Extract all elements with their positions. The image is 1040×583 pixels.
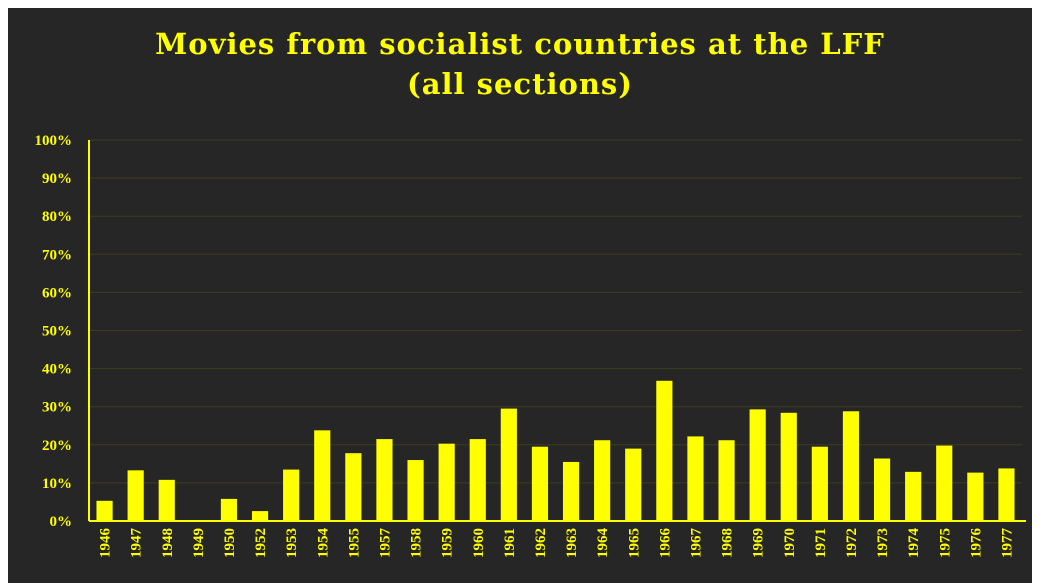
- x-tick-label: 1962: [533, 528, 549, 558]
- bar-1966: [656, 380, 673, 521]
- x-tick-label: 1946: [98, 528, 114, 559]
- bar-1952: [251, 511, 269, 521]
- bar-1963: [562, 461, 580, 521]
- bar-1974: [905, 471, 922, 521]
- bar-1976: [967, 472, 984, 521]
- x-tick-label: 1955: [346, 528, 362, 558]
- bar-1955: [345, 453, 362, 521]
- x-tick-label: 1960: [471, 528, 487, 558]
- x-tick-label: 1974: [906, 528, 922, 559]
- bar-1954: [314, 430, 331, 521]
- x-tick-label: 1972: [844, 528, 860, 558]
- y-tick-label: 30%: [42, 400, 72, 416]
- x-tick-label: 1961: [502, 528, 518, 558]
- y-tick-label: 0%: [50, 514, 73, 530]
- x-tick-label: 1953: [284, 528, 300, 558]
- x-tick-label: 1975: [937, 528, 953, 558]
- x-tick-label: 1965: [626, 528, 642, 558]
- y-tick-label: 90%: [42, 171, 72, 187]
- bar-1964: [594, 440, 611, 521]
- bar-1953: [283, 469, 300, 521]
- bar-1958: [407, 460, 424, 521]
- x-tick-label: 1947: [129, 528, 145, 559]
- y-tick-label: 60%: [42, 285, 72, 301]
- bar-1947: [127, 470, 144, 521]
- x-tick-label: 1967: [688, 528, 704, 559]
- y-tick-label: 40%: [42, 362, 72, 378]
- y-tick-label: 50%: [42, 324, 72, 340]
- bar-1957: [376, 439, 393, 521]
- bar-1946: [96, 500, 113, 521]
- x-tick-label: 1966: [657, 528, 673, 559]
- bar-1970: [780, 412, 797, 521]
- bar-1973: [873, 458, 891, 521]
- y-tick-label: 100%: [35, 133, 73, 149]
- x-tick-label: 1950: [222, 528, 238, 558]
- y-tick-label: 80%: [42, 209, 72, 225]
- x-tick-label: 1963: [564, 528, 580, 558]
- bar-1948: [158, 479, 175, 521]
- bar-1959: [438, 443, 455, 521]
- chart-title-line: Movies from socialist countries at the L…: [155, 27, 885, 61]
- chart-panel: [8, 8, 1032, 583]
- x-tick-label: 1948: [160, 528, 176, 558]
- x-tick-label: 1949: [191, 528, 207, 558]
- bar-1968: [718, 440, 735, 521]
- bar-1965: [625, 448, 642, 521]
- bar-1960: [469, 439, 486, 521]
- x-tick-label: 1964: [595, 528, 611, 559]
- x-tick-label: 1952: [253, 528, 269, 558]
- bar-1962: [531, 446, 549, 521]
- bar-1969: [749, 409, 766, 521]
- bar-1961: [500, 408, 517, 521]
- x-tick-label: 1958: [409, 528, 425, 558]
- x-tick-label: 1973: [875, 528, 891, 558]
- bar-1971: [811, 446, 828, 521]
- bar-1950: [220, 498, 238, 521]
- x-tick-label: 1977: [999, 528, 1015, 559]
- chart-title: Movies from socialist countries at the L…: [8, 24, 1032, 104]
- x-tick-label: 1969: [751, 528, 767, 558]
- x-tick-label: 1976: [968, 528, 984, 559]
- bar-1972: [842, 411, 860, 521]
- bar-1977: [998, 468, 1015, 521]
- x-tick-label: 1954: [315, 528, 331, 559]
- y-tick-label: 70%: [42, 247, 72, 263]
- y-tick-label: 10%: [42, 476, 72, 492]
- chart-subtitle: (all sections): [407, 67, 633, 101]
- y-tick-label: 20%: [42, 438, 72, 454]
- x-tick-label: 1970: [782, 528, 798, 558]
- bar-1975: [936, 445, 953, 521]
- bar-1967: [687, 436, 704, 521]
- x-tick-label: 1968: [720, 528, 736, 558]
- x-tick-label: 1971: [813, 528, 829, 558]
- x-tick-label: 1959: [440, 528, 456, 558]
- x-tick-label: 1957: [377, 528, 393, 559]
